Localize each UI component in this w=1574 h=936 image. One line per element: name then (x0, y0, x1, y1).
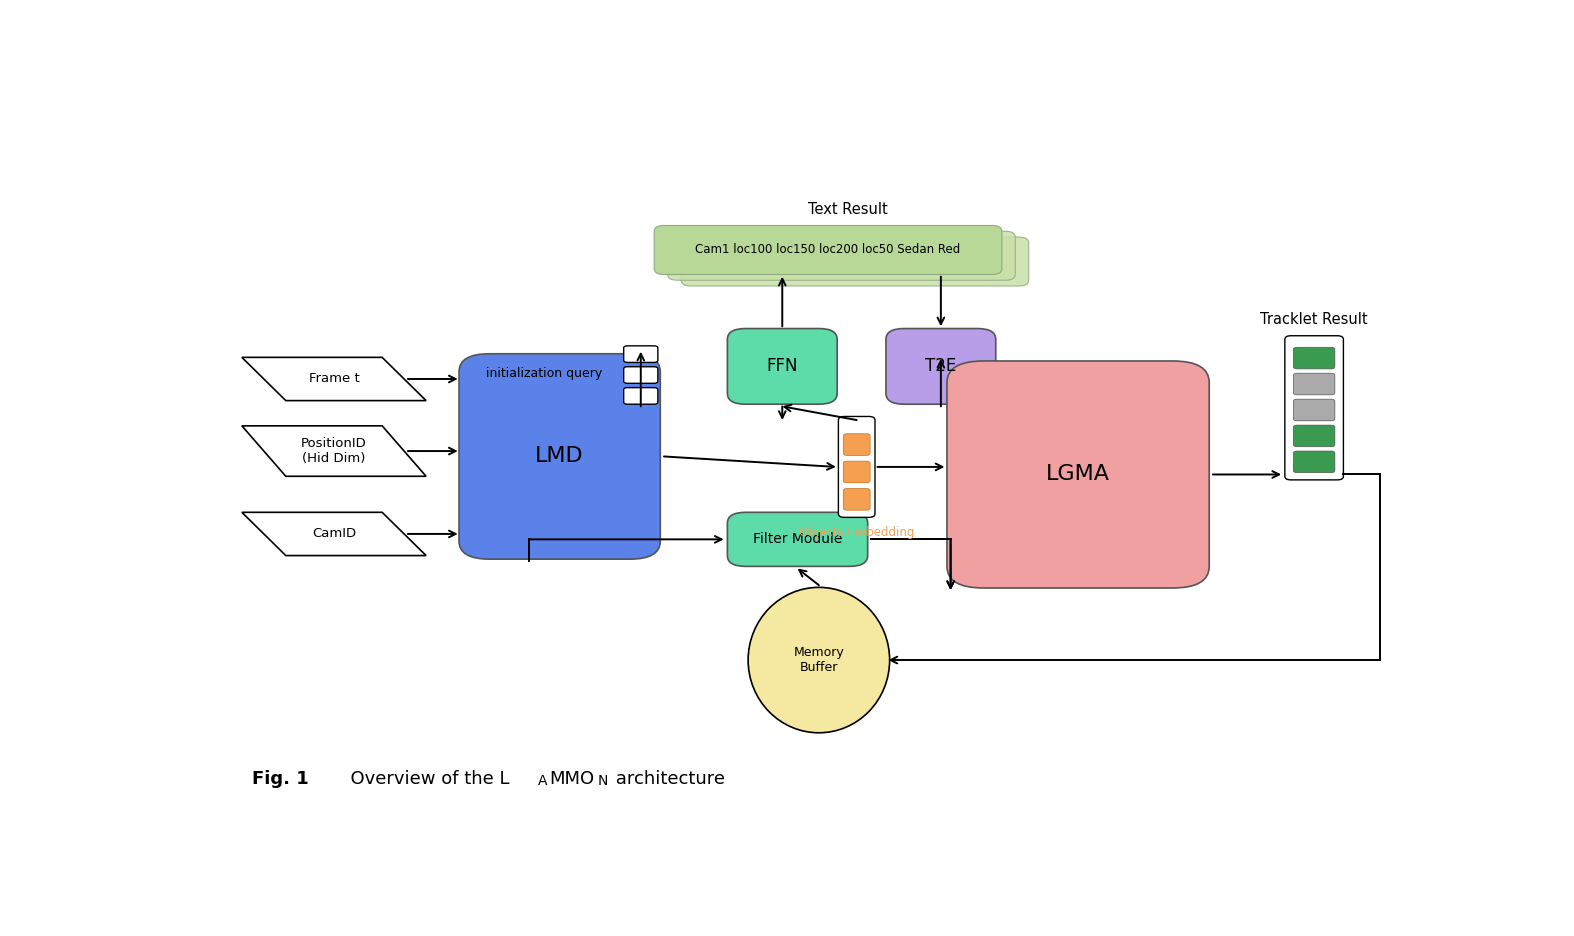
Text: Overview of the L: Overview of the L (340, 770, 510, 788)
FancyBboxPatch shape (1294, 451, 1335, 473)
Text: MMO: MMO (549, 770, 595, 788)
FancyBboxPatch shape (844, 461, 870, 483)
FancyBboxPatch shape (623, 345, 658, 362)
Polygon shape (242, 512, 427, 556)
FancyBboxPatch shape (667, 231, 1015, 280)
Text: Text Result: Text Result (807, 202, 888, 217)
Text: LGMA: LGMA (1047, 464, 1110, 485)
FancyBboxPatch shape (1284, 336, 1344, 480)
Text: LMD: LMD (535, 446, 584, 466)
FancyBboxPatch shape (727, 329, 837, 404)
FancyBboxPatch shape (623, 388, 658, 404)
FancyBboxPatch shape (1294, 347, 1335, 369)
FancyBboxPatch shape (655, 226, 1003, 274)
FancyBboxPatch shape (844, 489, 870, 510)
Text: Fig. 1: Fig. 1 (252, 770, 309, 788)
Polygon shape (242, 358, 427, 401)
Text: CamID: CamID (312, 528, 356, 540)
Text: PositionID
(Hid Dim): PositionID (Hid Dim) (301, 437, 367, 465)
Text: Tracklet Result: Tracklet Result (1261, 312, 1368, 327)
FancyBboxPatch shape (948, 361, 1209, 588)
FancyBboxPatch shape (727, 512, 867, 566)
Text: Memory
Buffer: Memory Buffer (793, 646, 844, 674)
FancyBboxPatch shape (839, 417, 875, 518)
Text: Frame t: Frame t (309, 373, 359, 386)
FancyBboxPatch shape (623, 367, 658, 384)
Text: T2E: T2E (926, 358, 957, 375)
Text: FFN: FFN (767, 358, 798, 375)
Ellipse shape (748, 588, 889, 733)
FancyBboxPatch shape (460, 354, 661, 559)
Text: A: A (538, 774, 548, 788)
FancyBboxPatch shape (844, 433, 870, 456)
FancyBboxPatch shape (1294, 399, 1335, 421)
Polygon shape (242, 426, 427, 476)
Text: Objects Embedding: Objects Embedding (800, 526, 914, 539)
Text: N: N (598, 774, 609, 788)
Text: architecture: architecture (611, 770, 726, 788)
FancyBboxPatch shape (1294, 373, 1335, 395)
FancyBboxPatch shape (886, 329, 996, 404)
Text: Cam1 loc100 loc150 loc200 loc50 Sedan Red: Cam1 loc100 loc150 loc200 loc50 Sedan Re… (696, 243, 960, 256)
FancyBboxPatch shape (682, 237, 1029, 286)
Text: Filter Module: Filter Module (752, 533, 842, 547)
FancyBboxPatch shape (1294, 425, 1335, 446)
Text: initialization query: initialization query (486, 367, 603, 380)
